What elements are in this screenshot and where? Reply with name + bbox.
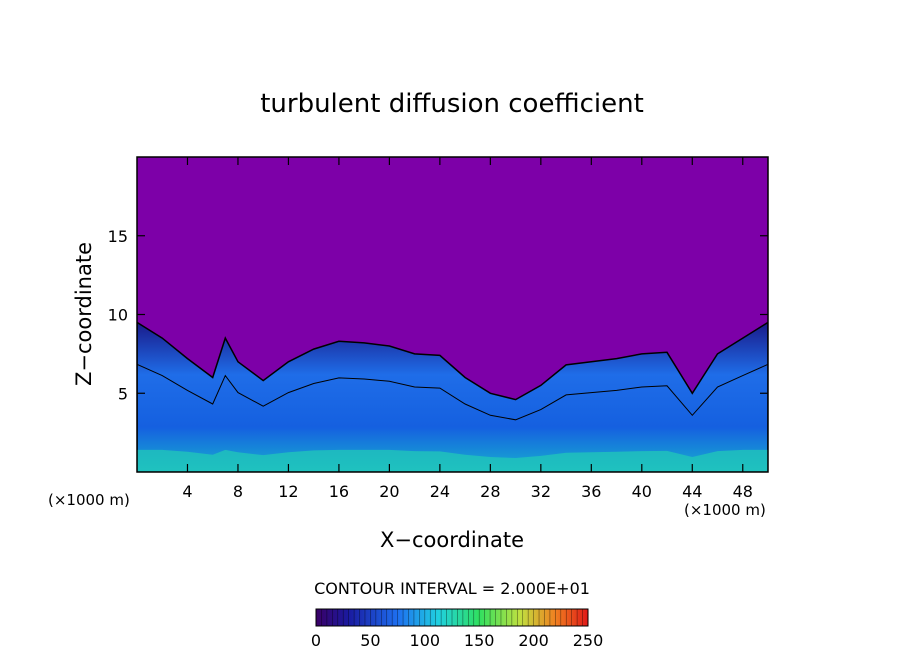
x-tick-label: 44: [682, 482, 702, 501]
x-tick-label: 12: [278, 482, 298, 501]
x-tick-label: 32: [531, 482, 551, 501]
x-tick-label: 16: [329, 482, 349, 501]
x-tick-label: 8: [233, 482, 243, 501]
x-tick-label: 40: [632, 482, 652, 501]
colorbar-tick-label: 200: [518, 631, 549, 650]
layer-top-contour: [137, 321, 768, 472]
x-tick-label: 20: [379, 482, 399, 501]
colorbar-tick-label: 50: [360, 631, 380, 650]
colorbar-tick-label: 250: [573, 631, 604, 650]
colorbar-tick-label: 0: [311, 631, 321, 650]
x-tick-label: 24: [430, 482, 450, 501]
x-tick-label: 48: [733, 482, 753, 501]
x-tick-label: 28: [480, 482, 500, 501]
x-tick-label: 36: [581, 482, 601, 501]
x-axis: 4 8 12 16 20 24 28 32 36 40 44 48: [182, 157, 753, 501]
x-axis-label: X−coordinate: [380, 528, 524, 552]
plot-area: [136, 156, 769, 473]
colorbar-tick-label: 100: [410, 631, 441, 650]
y-axis: 5 10 15: [108, 227, 768, 403]
y-tick-label: 10: [108, 306, 128, 325]
colorbar-tick-label: 150: [464, 631, 495, 650]
chart-title: turbulent diffusion coefficient: [260, 89, 644, 119]
surface-band: [137, 449, 768, 472]
x-tick-label: 4: [182, 482, 192, 501]
colorbar: 0 50 100 150 200 250: [311, 608, 604, 650]
y-axis-label: Z−coordinate: [72, 242, 96, 386]
x-unit-right: (×1000 m): [684, 501, 766, 519]
x-unit-left: (×1000 m): [48, 491, 130, 509]
y-tick-label: 15: [108, 227, 128, 246]
contour-interval-label: CONTOUR INTERVAL = 2.000E+01: [314, 579, 590, 598]
y-tick-label: 5: [118, 384, 128, 403]
inner-contour: [137, 363, 768, 421]
